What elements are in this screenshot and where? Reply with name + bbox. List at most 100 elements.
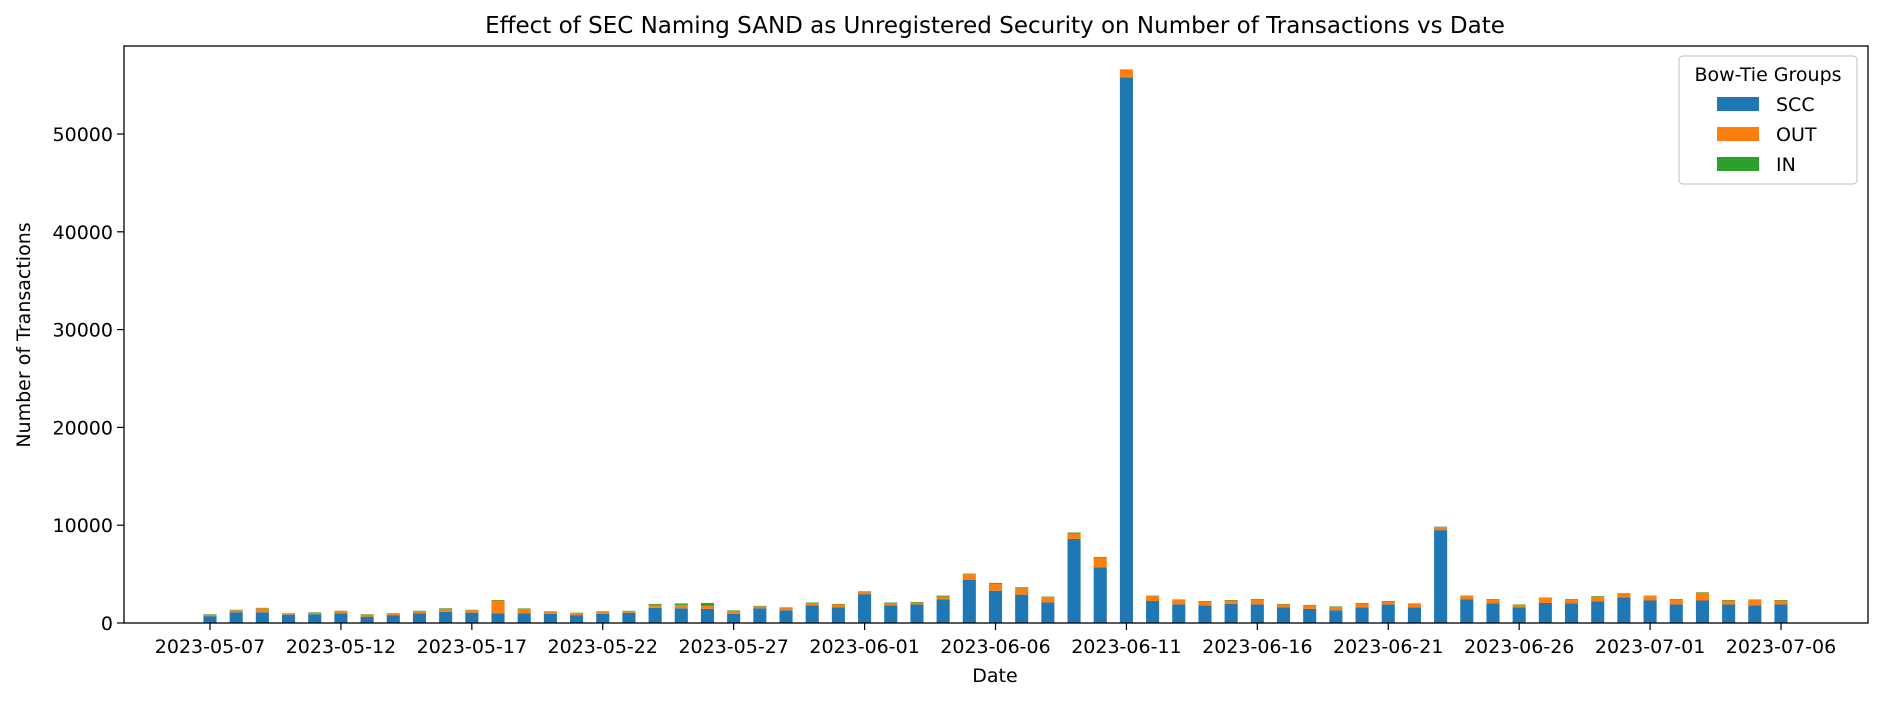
bar-scc-2023-06-21 — [1381, 604, 1395, 623]
bar-scc-2023-05-09 — [255, 612, 269, 623]
bar-out-2023-05-10 — [282, 613, 296, 615]
bar-out-2023-06-08 — [1041, 597, 1055, 603]
x-axis-label: Date — [972, 665, 1017, 687]
bar-scc-2023-06-23 — [1434, 530, 1448, 623]
bar-out-2023-06-23 — [1434, 527, 1448, 531]
bar-out-2023-07-04 — [1722, 600, 1736, 605]
bar-out-2023-05-15 — [412, 611, 427, 614]
legend: Bow-Tie Groups SCC OUT IN — [1678, 55, 1858, 185]
legend-swatch-out — [1717, 127, 1759, 141]
bar-scc-2023-05-14 — [386, 615, 400, 623]
bar-out-2023-07-05 — [1748, 600, 1762, 606]
bar-out-2023-07-02 — [1669, 599, 1683, 605]
bar-out-2023-06-02 — [884, 602, 898, 606]
bar-scc-2023-06-08 — [1041, 602, 1055, 623]
bar-in-2023-05-25 — [674, 603, 688, 605]
bar-out-2023-06-12 — [1146, 596, 1160, 601]
bar-out-2023-05-27 — [727, 610, 741, 614]
bar-out-2023-05-30 — [805, 602, 819, 606]
bar-out-2023-06-21 — [1381, 601, 1395, 605]
bar-out-2023-05-14 — [386, 613, 400, 616]
bar-scc-2023-05-28 — [753, 608, 767, 623]
bar-scc-2023-05-10 — [282, 614, 296, 623]
bar-in-2023-06-04 — [936, 595, 950, 597]
bar-scc-2023-07-04 — [1722, 604, 1736, 623]
bar-scc-2023-05-29 — [779, 610, 793, 623]
bar-out-2023-05-22 — [596, 611, 610, 614]
bar-out-2023-06-22 — [1407, 603, 1421, 608]
x-tick-label: 2023-05-12 — [286, 636, 396, 658]
bar-out-2023-06-30 — [1617, 593, 1631, 598]
bar-out-2023-06-04 — [936, 596, 950, 600]
bar-out-2023-05-29 — [779, 607, 793, 611]
bar-scc-2023-06-19 — [1329, 610, 1343, 623]
bar-scc-2023-05-24 — [648, 607, 662, 623]
legend-swatch-in — [1717, 157, 1759, 171]
bar-scc-2023-05-23 — [622, 612, 636, 623]
bar-out-2023-06-29 — [1591, 596, 1605, 602]
bar-out-2023-06-17 — [1276, 604, 1291, 608]
bar-scc-2023-05-17 — [465, 612, 479, 623]
bar-scc-2023-05-26 — [700, 608, 715, 623]
bar-out-2023-06-13 — [1172, 600, 1186, 605]
bar-out-2023-06-18 — [1303, 605, 1317, 609]
bar-out-2023-06-16 — [1250, 599, 1264, 605]
bar-out-2023-05-25 — [674, 604, 688, 609]
y-tick-label: 0 — [101, 613, 113, 635]
bar-scc-2023-05-31 — [831, 607, 845, 623]
bar-scc-2023-05-27 — [727, 613, 741, 623]
bar-out-2023-06-25 — [1486, 599, 1500, 604]
bar-scc-2023-06-13 — [1172, 604, 1186, 623]
y-tick-label: 40000 — [53, 222, 113, 244]
x-tick-label: 2023-06-16 — [1202, 636, 1312, 658]
bar-out-2023-06-09 — [1067, 533, 1081, 539]
x-tick-label: 2023-06-06 — [940, 636, 1050, 658]
bar-scc-2023-06-22 — [1407, 607, 1421, 623]
bar-scc-2023-05-22 — [596, 613, 610, 623]
legend-label-in: IN — [1776, 154, 1796, 176]
bar-in-2023-05-16 — [439, 608, 453, 610]
bar-out-2023-06-01 — [858, 591, 872, 595]
bar-in-2023-06-06 — [988, 582, 1003, 584]
x-tick-label: 2023-07-06 — [1726, 636, 1836, 658]
bar-out-2023-06-24 — [1460, 596, 1474, 600]
bar-scc-2023-06-03 — [910, 604, 924, 623]
bar-out-2023-05-20 — [543, 611, 557, 614]
bar-out-2023-06-05 — [962, 574, 976, 580]
bar-in-2023-06-07 — [1015, 587, 1029, 589]
bar-out-2023-06-26 — [1512, 604, 1526, 608]
y-axis: 0 10000 20000 30000 40000 50000 — [53, 124, 124, 635]
x-tick-label: 2023-06-26 — [1464, 636, 1574, 658]
y-tick-label: 30000 — [53, 320, 113, 342]
legend-swatch-scc — [1717, 97, 1759, 111]
bar-scc-2023-06-24 — [1460, 599, 1474, 623]
bar-scc-2023-05-18 — [491, 613, 505, 623]
bar-out-2023-05-09 — [255, 608, 269, 613]
bar-out-2023-06-11 — [1119, 69, 1133, 78]
bar-out-2023-05-07 — [203, 614, 217, 617]
bar-out-2023-05-19 — [517, 608, 531, 614]
plot-frame — [123, 45, 1869, 624]
bar-out-2023-05-21 — [570, 613, 584, 616]
bar-scc-2023-05-15 — [412, 613, 427, 623]
x-tick-label: 2023-06-01 — [809, 636, 919, 658]
bar-out-2023-06-28 — [1564, 599, 1579, 604]
bar-scc-2023-05-12 — [334, 613, 348, 623]
x-tick-label: 2023-05-22 — [548, 636, 658, 658]
y-axis-label: Number of Transactions — [13, 222, 35, 447]
bar-scc-2023-06-25 — [1486, 603, 1500, 623]
bar-scc-2023-05-13 — [360, 616, 374, 623]
bar-out-2023-05-17 — [465, 610, 479, 613]
bar-scc-2023-05-20 — [543, 613, 557, 623]
bar-out-2023-05-18 — [491, 600, 505, 614]
legend-label-scc: SCC — [1776, 94, 1815, 116]
bar-scc-2023-07-06 — [1774, 604, 1788, 623]
bar-scc-2023-07-05 — [1748, 605, 1762, 623]
bar-scc-2023-06-01 — [858, 594, 872, 623]
bar-scc-2023-06-02 — [884, 605, 898, 623]
bar-out-2023-06-10 — [1093, 557, 1107, 568]
bar-scc-2023-06-18 — [1303, 608, 1317, 623]
bar-out-2023-05-31 — [831, 604, 845, 608]
bar-scc-2023-06-07 — [1015, 594, 1029, 623]
bar-scc-2023-05-19 — [517, 613, 531, 623]
